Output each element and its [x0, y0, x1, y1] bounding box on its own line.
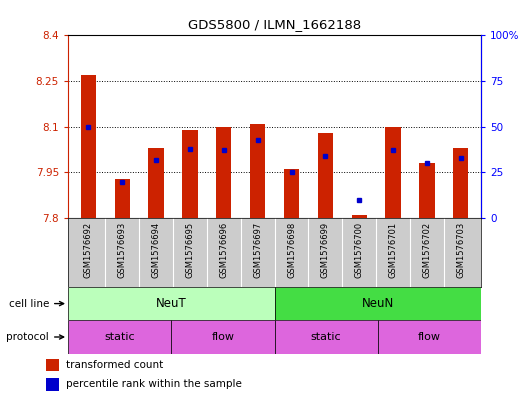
- Text: GSM1576703: GSM1576703: [457, 222, 465, 278]
- Text: GSM1576693: GSM1576693: [118, 222, 127, 278]
- Bar: [419, 163, 435, 218]
- Bar: [46, 359, 59, 371]
- Text: cell line: cell line: [9, 299, 64, 309]
- Bar: [216, 127, 231, 218]
- Bar: [275, 320, 378, 354]
- Text: GSM1576699: GSM1576699: [321, 222, 330, 278]
- Bar: [183, 130, 198, 218]
- Text: flow: flow: [211, 332, 234, 342]
- Bar: [351, 215, 367, 218]
- Bar: [68, 287, 275, 320]
- Title: GDS5800 / ILMN_1662188: GDS5800 / ILMN_1662188: [188, 18, 361, 31]
- Bar: [115, 178, 130, 218]
- Bar: [250, 124, 265, 218]
- Text: GSM1576698: GSM1576698: [287, 222, 296, 278]
- Text: GSM1576695: GSM1576695: [186, 222, 195, 278]
- Text: GSM1576700: GSM1576700: [355, 222, 363, 278]
- Bar: [284, 169, 299, 218]
- Text: protocol: protocol: [6, 332, 64, 342]
- Bar: [378, 320, 481, 354]
- Bar: [46, 378, 59, 391]
- Text: NeuT: NeuT: [156, 297, 187, 310]
- Text: GSM1576702: GSM1576702: [423, 222, 431, 278]
- Text: static: static: [311, 332, 342, 342]
- Bar: [318, 133, 333, 218]
- Bar: [275, 287, 481, 320]
- Text: GSM1576701: GSM1576701: [389, 222, 397, 278]
- Text: percentile rank within the sample: percentile rank within the sample: [66, 379, 242, 389]
- Text: GSM1576696: GSM1576696: [219, 222, 228, 278]
- Text: static: static: [104, 332, 135, 342]
- Text: GSM1576697: GSM1576697: [253, 222, 262, 278]
- Text: NeuN: NeuN: [362, 297, 394, 310]
- Bar: [172, 320, 275, 354]
- Bar: [149, 148, 164, 218]
- Bar: [453, 148, 469, 218]
- Text: GSM1576692: GSM1576692: [84, 222, 93, 278]
- Bar: [81, 75, 96, 218]
- Bar: [68, 320, 172, 354]
- Text: transformed count: transformed count: [66, 360, 163, 370]
- Bar: [385, 127, 401, 218]
- Text: GSM1576694: GSM1576694: [152, 222, 161, 278]
- Text: flow: flow: [418, 332, 441, 342]
